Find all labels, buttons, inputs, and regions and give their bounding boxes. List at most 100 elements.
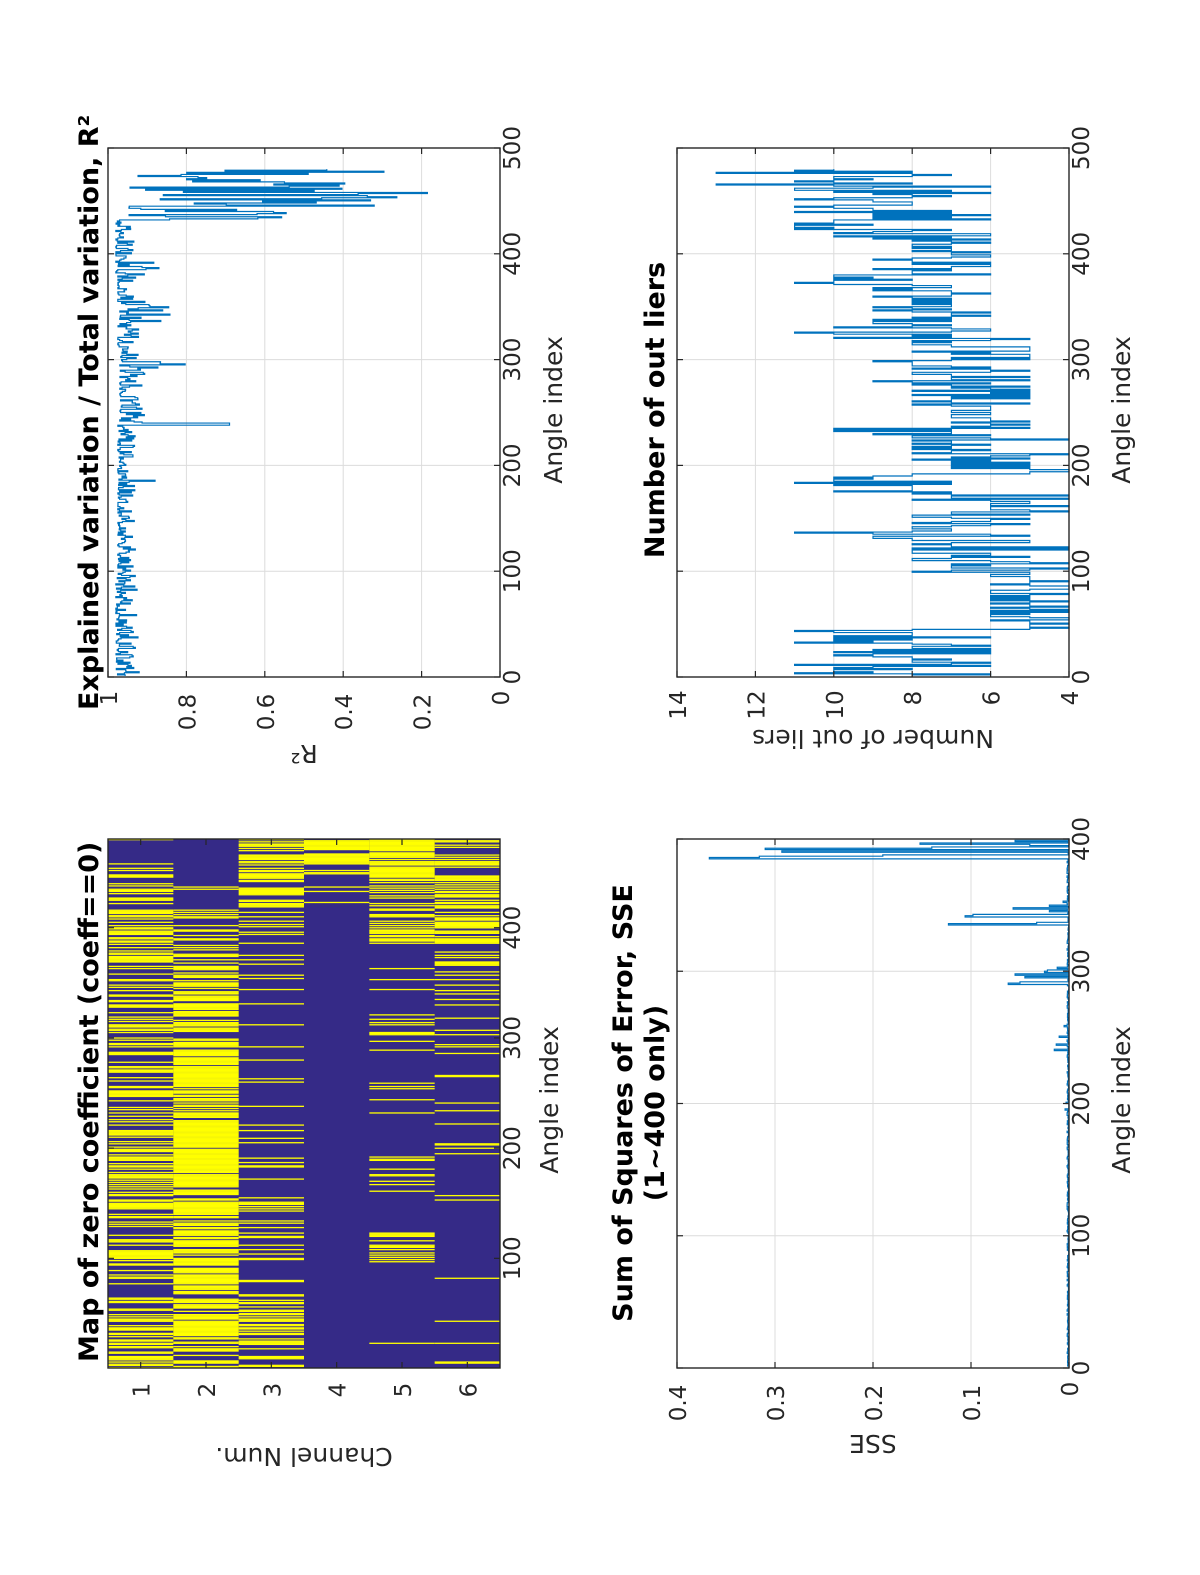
heatmap-cell xyxy=(434,1029,500,1031)
heatmap-cell xyxy=(108,1029,174,1031)
sse-title: Sum of Squares of Error, SSE xyxy=(608,884,639,1322)
heatmap-cell xyxy=(108,1239,174,1241)
heatmap-cell xyxy=(108,973,174,975)
x-tick-label: 500 xyxy=(500,126,526,170)
heatmap-cell xyxy=(108,1356,174,1359)
heatmap-cell xyxy=(173,1223,239,1225)
x-tick-label: 500 xyxy=(1069,126,1095,170)
heatmap-cell xyxy=(108,1163,174,1165)
heatmap-cell xyxy=(108,1264,174,1266)
heatmap-cell xyxy=(108,1020,174,1023)
r2-grid xyxy=(108,148,500,677)
heatmap-cell xyxy=(238,1258,304,1261)
heatmap-cell xyxy=(434,899,500,901)
heatmap-cell xyxy=(108,1149,174,1152)
heatmap-cell xyxy=(108,1016,174,1018)
x-tick-label: 400 xyxy=(1069,817,1095,861)
heatmap-cell xyxy=(173,1061,239,1063)
heatmap-cell xyxy=(238,867,304,869)
heatmap-cell xyxy=(108,958,174,960)
heatmap-cell xyxy=(369,929,435,931)
heatmap-cell xyxy=(173,1027,239,1029)
heatmap-cell xyxy=(434,924,500,927)
heatmap-cell xyxy=(108,1269,174,1272)
heatmap-cell xyxy=(173,886,239,888)
heatmap-cell xyxy=(238,1157,304,1159)
heatmap-cell xyxy=(369,864,435,866)
heatmap-cell xyxy=(173,1254,239,1256)
heatmap-cell xyxy=(173,1007,239,1009)
heatmap-cell xyxy=(369,1235,435,1238)
heatmap-cell xyxy=(173,1198,239,1200)
heatmap-cell xyxy=(238,906,304,908)
heatmap-cell xyxy=(108,1351,174,1353)
heatmap-cell xyxy=(173,1158,239,1160)
heatmap-cell xyxy=(434,927,500,929)
heatmap-cell xyxy=(173,949,239,951)
heatmap-cell xyxy=(108,1070,174,1072)
heatmap-cell xyxy=(108,1240,174,1242)
heatmap-cell xyxy=(173,954,239,957)
y-tick-label: 4 xyxy=(1058,691,1084,706)
heatmap-cell xyxy=(173,1234,239,1236)
heatmap-cell xyxy=(173,1328,239,1330)
heatmap-cell xyxy=(108,978,174,981)
heatmap-title: Map of zero coefficient (coeff==0) xyxy=(74,842,105,1362)
heatmap-cell xyxy=(238,1323,304,1326)
heatmap-cell xyxy=(369,1190,435,1192)
heatmap-cell xyxy=(173,1097,239,1100)
heatmap-cell xyxy=(173,1231,239,1233)
heatmap-cell xyxy=(173,1030,239,1033)
heatmap-cell xyxy=(173,1013,239,1015)
heatmap-cell xyxy=(173,1142,239,1144)
heatmap-cell xyxy=(238,888,304,890)
heatmap-cell xyxy=(304,856,370,858)
heatmap-cell xyxy=(108,1253,174,1255)
y-tick-label: 0.8 xyxy=(175,694,201,731)
heatmap-cell xyxy=(173,1100,239,1102)
heatmap-cell xyxy=(173,972,239,974)
sse-grid xyxy=(677,839,1069,1368)
heatmap-cell xyxy=(173,1049,239,1051)
heatmap-cell xyxy=(108,952,174,954)
heatmap-cell xyxy=(108,1106,174,1109)
heatmap-cell xyxy=(173,1342,239,1344)
x-tick-label: 100 xyxy=(1069,1214,1095,1258)
y-tick-label: 0.2 xyxy=(411,694,437,731)
heatmap-cell xyxy=(108,890,174,893)
heatmap-cell xyxy=(173,1275,239,1277)
heatmap-cell xyxy=(108,1091,174,1093)
heatmap-cell xyxy=(173,909,239,911)
heatmap-cell xyxy=(238,1338,304,1340)
heatmap-cell xyxy=(108,1234,174,1236)
heatmap-cell xyxy=(238,845,304,847)
heatmap-cell xyxy=(369,935,435,938)
sse-frame xyxy=(676,838,1070,1369)
heatmap-cell xyxy=(108,863,174,865)
heatmap-cell xyxy=(434,978,500,981)
heatmap-cell xyxy=(304,861,370,863)
heatmap-cell xyxy=(108,1339,174,1341)
heatmap-cell xyxy=(173,944,239,947)
heatmap-cell xyxy=(173,1163,239,1165)
heatmap-cell xyxy=(108,1193,174,1196)
heatmap-cell xyxy=(369,934,435,937)
heatmap-cell xyxy=(108,1042,174,1045)
heatmap-cell xyxy=(173,1192,239,1195)
heatmap-cell xyxy=(173,1360,239,1362)
heatmap-cell xyxy=(238,864,304,866)
heatmap-cell xyxy=(238,1280,304,1283)
channel-tick-label: 6 xyxy=(456,1383,482,1398)
heatmap-cell xyxy=(238,1161,304,1164)
heatmap-cell xyxy=(369,861,435,863)
heatmap-cell xyxy=(108,1094,174,1096)
heatmap-cell xyxy=(173,1154,239,1156)
heatmap-cell xyxy=(369,891,435,894)
heatmap-cell xyxy=(369,909,435,911)
heatmap-cell xyxy=(173,1252,239,1254)
heatmap-cell xyxy=(238,861,304,863)
heatmap-cell xyxy=(173,1226,239,1229)
heatmap-cell xyxy=(434,1277,500,1279)
heatmap-cell xyxy=(173,1191,239,1193)
heatmap-cell xyxy=(108,1143,174,1145)
